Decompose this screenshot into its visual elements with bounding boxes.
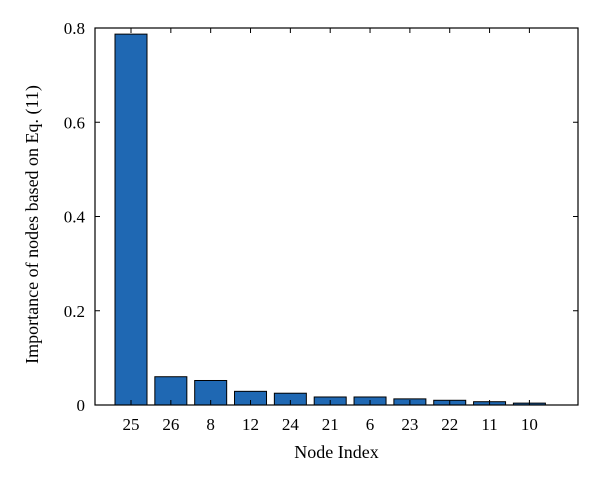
x-tick-label: 10 <box>521 415 538 434</box>
y-axis-label: Importance of nodes based on Eq. (11) <box>22 85 43 364</box>
y-tick-label: 0.6 <box>64 113 85 132</box>
bar-node-25 <box>114 33 148 406</box>
x-tick-label: 21 <box>322 415 339 434</box>
x-axis-label: Node Index <box>294 442 378 462</box>
x-tick-label: 22 <box>441 415 458 434</box>
plot-frame <box>94 27 579 406</box>
x-axis-ticks: 25 26 8 12 24 21 6 23 22 11 10 <box>123 28 538 434</box>
y-axis-ticks: 0 0.2 0.4 0.6 0.8 <box>64 19 578 415</box>
x-tick-label: 8 <box>206 415 215 434</box>
bars-group <box>114 33 546 406</box>
x-tick-label: 6 <box>366 415 375 434</box>
y-tick-label: 0 <box>77 396 86 415</box>
x-tick-label: 11 <box>481 415 497 434</box>
x-tick-label: 25 <box>123 415 140 434</box>
x-tick-label: 23 <box>401 415 418 434</box>
y-tick-label: 0.4 <box>64 208 86 227</box>
y-tick-label: 0.8 <box>64 19 85 38</box>
y-tick-label: 0.2 <box>64 302 85 321</box>
x-tick-label: 12 <box>242 415 259 434</box>
x-tick-label: 24 <box>282 415 300 434</box>
x-tick-label: 26 <box>162 415 179 434</box>
